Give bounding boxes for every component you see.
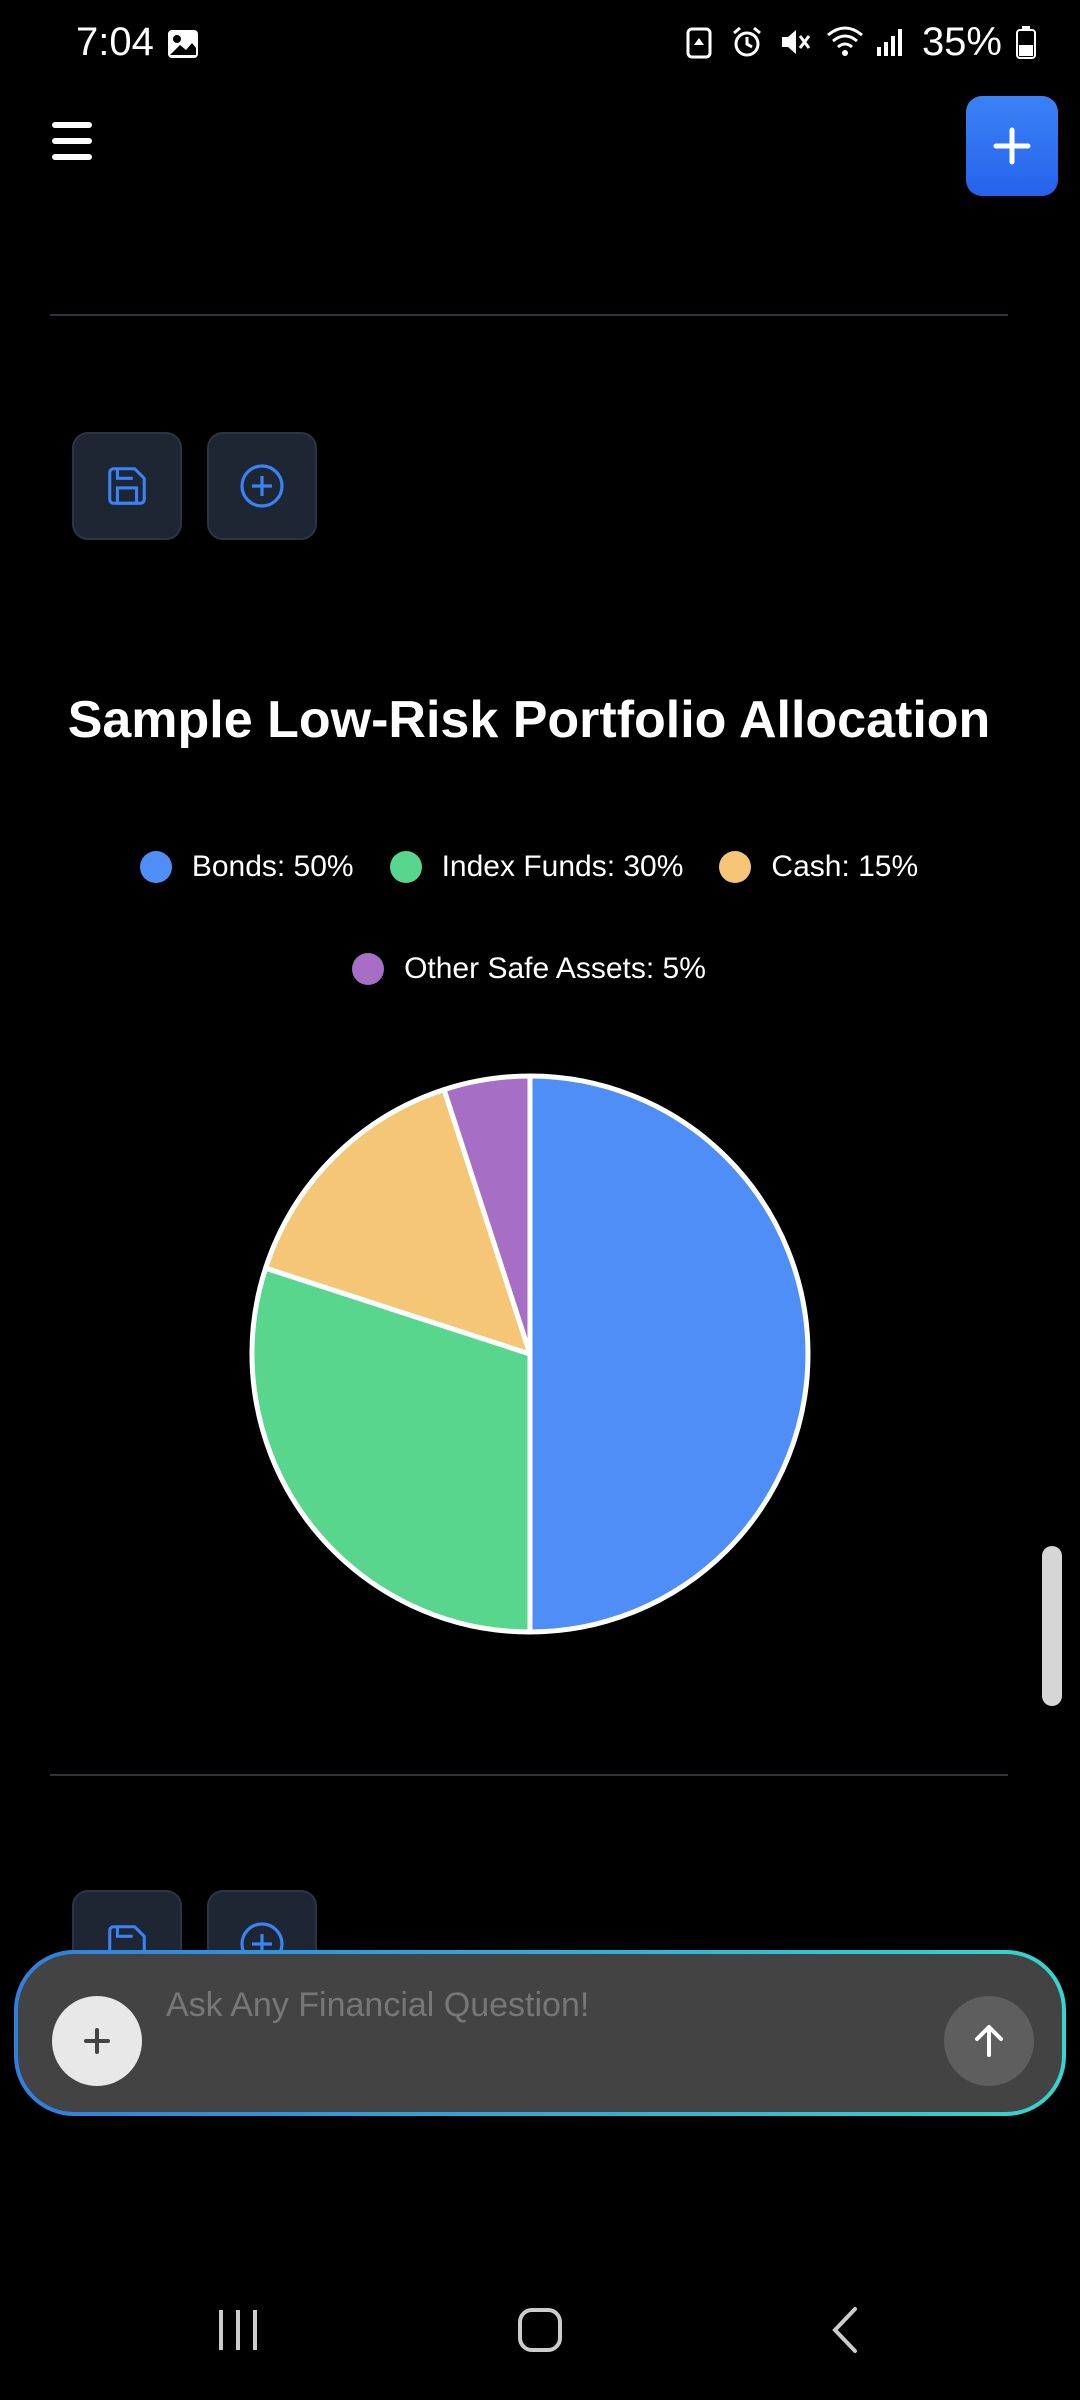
question-input[interactable]	[164, 1974, 928, 2036]
legend-dot-cash	[719, 851, 752, 883]
legend-item-bonds: Bonds: 50%	[139, 850, 354, 884]
pie-slice-3	[441, 1073, 533, 1357]
new-chat-button[interactable]	[966, 96, 1058, 196]
chat-input-bar	[14, 1950, 1066, 2116]
home-button[interactable]	[500, 2300, 580, 2360]
arrow-up-icon	[975, 2025, 1003, 2057]
recent-apps-icon	[219, 2310, 257, 2350]
legend-label-other: Other Safe Assets: 5%	[404, 952, 706, 985]
legend-dot-index-funds	[389, 851, 422, 883]
chart-title: Sample Low-Risk Portfolio Allocation	[67, 691, 991, 749]
legend-label-bonds: Bonds: 50%	[191, 850, 354, 883]
signal-icon	[874, 25, 908, 59]
recent-apps-button[interactable]	[198, 2300, 278, 2360]
legend-dot-other	[352, 953, 385, 985]
legend-item-cash: Cash: 15%	[719, 850, 918, 884]
image-icon	[166, 28, 200, 60]
status-icons: 35%	[682, 14, 1036, 70]
send-button[interactable]	[944, 1996, 1034, 2086]
plus-circle-icon	[240, 464, 284, 508]
pie-slice-0	[527, 1073, 811, 1635]
battery-icon	[1016, 25, 1036, 59]
plus-icon	[84, 2028, 110, 2054]
back-icon	[832, 2307, 857, 2353]
chart-legend-row-1: Bonds: 50% Index Funds: 30% Cash: 15%	[0, 842, 1058, 892]
pie-slice-1	[249, 1265, 533, 1635]
legend-item-index-funds: Index Funds: 30%	[389, 850, 684, 884]
save-button[interactable]	[72, 432, 182, 540]
legend-label-index-funds: Index Funds: 30%	[441, 850, 684, 883]
hamburger-icon[interactable]	[52, 122, 94, 160]
status-time: 7:04	[76, 20, 154, 64]
back-button[interactable]	[804, 2300, 884, 2360]
recycle-icon	[682, 25, 716, 59]
chart-legend-row-2: Other Safe Assets: 5%	[0, 944, 1058, 994]
chat-input-container	[18, 1954, 1062, 2112]
plus-icon	[993, 127, 1031, 165]
save-icon	[108, 467, 146, 505]
legend-label-cash: Cash: 15%	[771, 850, 919, 883]
divider	[50, 314, 1008, 316]
alarm-icon	[730, 25, 764, 59]
attach-button[interactable]	[52, 1996, 142, 2086]
scrollbar-thumb[interactable]	[1042, 1546, 1062, 1706]
legend-item-other: Other Safe Assets: 5%	[352, 952, 706, 986]
wifi-icon	[826, 25, 863, 59]
divider	[50, 1774, 1008, 1776]
battery-percentage: 35%	[921, 20, 1002, 64]
pie-chart	[249, 1073, 811, 1635]
mute-icon	[778, 25, 812, 59]
add-button[interactable]	[207, 432, 317, 540]
legend-dot-bonds	[139, 851, 172, 883]
home-icon	[518, 2308, 562, 2352]
